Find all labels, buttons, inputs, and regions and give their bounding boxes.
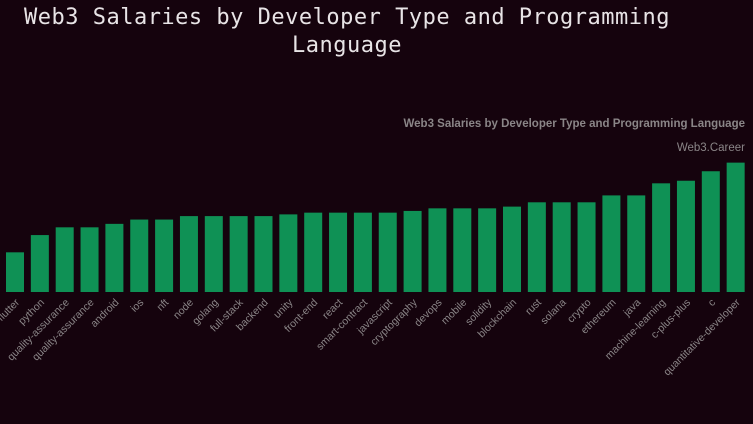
x-tick-label: solana: [538, 297, 568, 327]
bar-quality-assurance[interactable]: [80, 227, 99, 292]
x-tick-label: ios: [128, 297, 146, 315]
bar-ios[interactable]: [130, 219, 149, 292]
bar-c-plus-plus[interactable]: [676, 180, 695, 292]
bar-python[interactable]: [30, 235, 49, 292]
watermark: Web3.Career: [676, 142, 745, 154]
bar-cryptography[interactable]: [403, 210, 422, 293]
bar-machine-learning[interactable]: [652, 183, 671, 292]
page-title: Web3 Salaries by Developer Type and Prog…: [23, 5, 671, 58]
bar-mobile[interactable]: [453, 208, 472, 292]
bar-unity[interactable]: [279, 214, 298, 293]
bar-solana[interactable]: [552, 202, 571, 292]
bar-devops[interactable]: [428, 208, 447, 292]
bar-rust[interactable]: [527, 202, 546, 292]
bar-blockchain[interactable]: [503, 206, 521, 292]
bar-backend[interactable]: [254, 216, 273, 292]
bar-golang[interactable]: [204, 216, 223, 292]
bar-solidity[interactable]: [478, 208, 497, 292]
bar-android[interactable]: [105, 223, 124, 292]
bar-front-end[interactable]: [304, 212, 323, 292]
bar-node[interactable]: [179, 216, 198, 292]
bar-react[interactable]: [329, 212, 348, 292]
bar-quality-assurance[interactable]: [55, 227, 74, 292]
bar-java[interactable]: [627, 195, 646, 292]
bar-smart-contract[interactable]: [353, 212, 372, 292]
x-tick-labels: flutterpythonquality-assurancequality-as…: [0, 296, 743, 378]
chart-title: Web3 Salaries by Developer Type and Prog…: [403, 118, 745, 130]
bar-c[interactable]: [701, 171, 720, 292]
bar-ethereum[interactable]: [602, 195, 621, 292]
x-tick-label: android: [88, 297, 121, 330]
bar-crypto[interactable]: [577, 202, 596, 292]
x-tick-label: c: [706, 297, 718, 309]
bar-flutter[interactable]: [6, 252, 24, 292]
bar-full-stack[interactable]: [229, 216, 248, 292]
x-tick-label: rust: [523, 297, 544, 318]
x-tick-label: nft: [154, 297, 171, 314]
bar-quantitative-developer[interactable]: [726, 162, 745, 293]
bars-group: [6, 162, 745, 293]
bar-javascript[interactable]: [378, 212, 397, 292]
x-tick-label: devops: [412, 297, 444, 329]
bar-nft[interactable]: [155, 219, 174, 292]
